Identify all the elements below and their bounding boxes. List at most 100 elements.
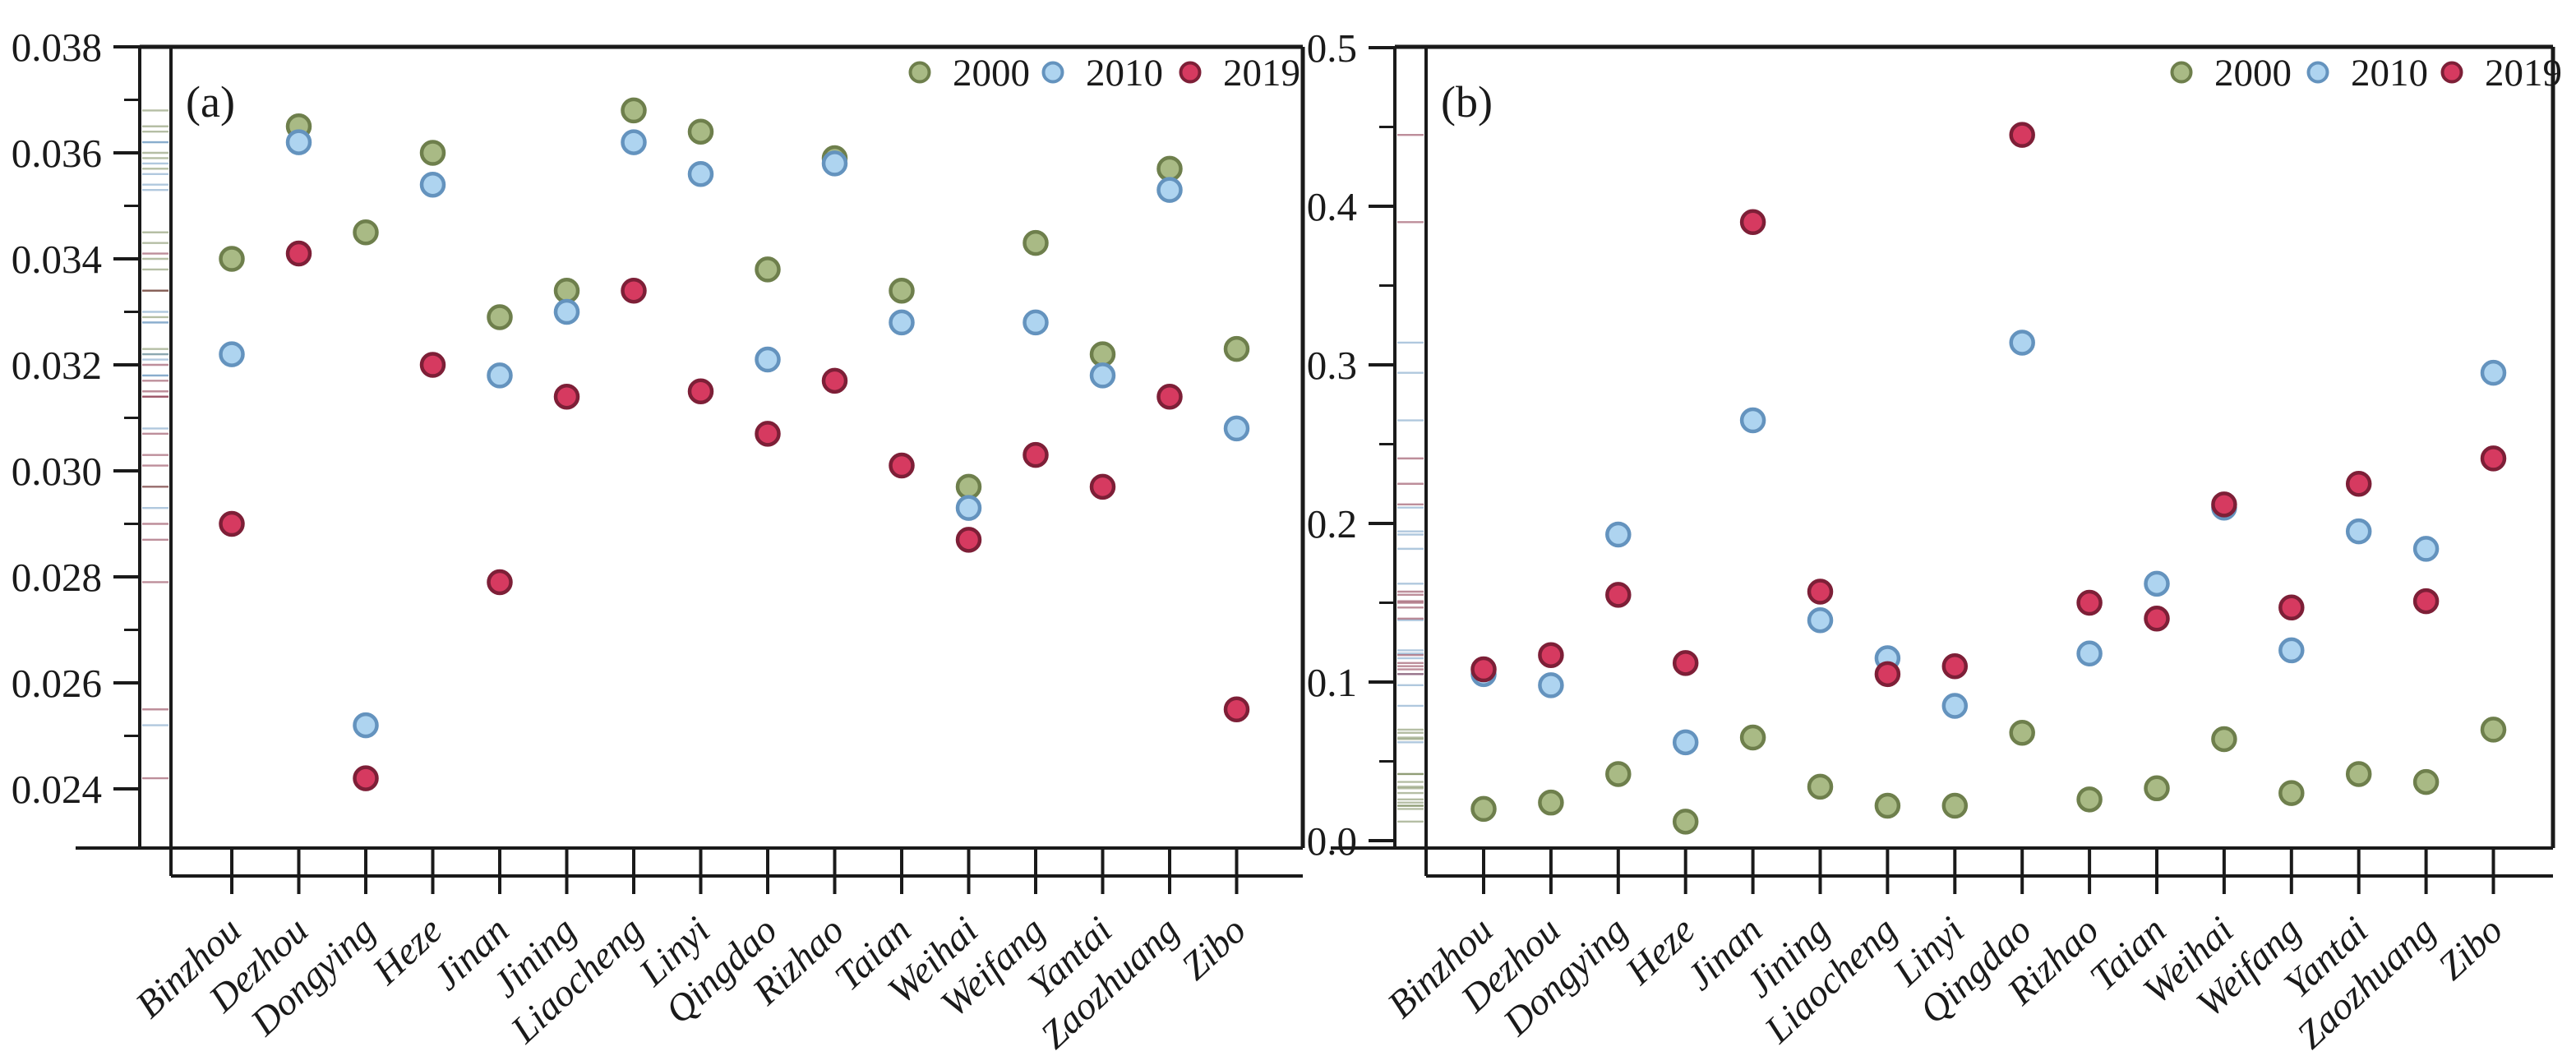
y-tick-label: 0.2 (1307, 501, 1357, 546)
data-point-zibo-2010 (1223, 415, 1250, 442)
data-point-binzhou-2010 (219, 341, 245, 367)
data-point-weihai-2019 (955, 527, 982, 553)
data-point-jinan-2010 (487, 362, 513, 389)
data-point-weihai-2000 (955, 473, 982, 500)
y-tick-label: 0.038 (12, 25, 102, 70)
data-point-zaozhuang-2019 (2412, 588, 2440, 615)
data-point-weihai-2010 (955, 495, 982, 521)
y-tick-label: 0.030 (12, 449, 102, 494)
data-point-weifang-2010 (1023, 309, 1049, 336)
x-tick-label-zibo: Zibo (1173, 909, 1254, 989)
data-point-rizhao-2019 (821, 367, 848, 394)
data-point-dezhou-2019 (285, 240, 312, 267)
legend-marker-2000 (908, 61, 931, 84)
data-point-yantai-2019 (1089, 473, 1116, 500)
y-tick-label: 0.5 (1307, 25, 1357, 71)
data-point-linyi-2019 (687, 378, 714, 404)
data-point-liaocheng-2010 (621, 129, 647, 155)
data-point-jining-2010 (1807, 606, 1834, 634)
data-point-liaocheng-2019 (621, 277, 647, 304)
data-point-zibo-2000 (1223, 335, 1250, 362)
data-point-heze-2010 (1672, 729, 1699, 756)
data-point-rizhao-2019 (2076, 589, 2103, 616)
data-point-jining-2019 (553, 383, 580, 410)
data-point-weifang-2019 (2278, 594, 2305, 621)
legend-marker-2010 (2306, 61, 2329, 84)
data-point-zibo-2019 (1223, 696, 1250, 722)
data-point-qingdao-2000 (2009, 720, 2035, 746)
data-point-taian-2000 (889, 277, 915, 304)
data-point-yantai-2000 (2345, 761, 2372, 787)
data-point-taian-2010 (889, 309, 915, 336)
y-tick-label: 0.034 (12, 237, 102, 282)
data-point-rizhao-2000 (2076, 786, 2103, 813)
legend-label-2000: 2000 (953, 52, 1030, 94)
data-point-taian-2019 (889, 452, 915, 479)
y-tick-label: 0.036 (12, 131, 102, 176)
data-point-heze-2000 (419, 140, 446, 166)
data-point-jining-2000 (1807, 773, 1834, 800)
data-point-dezhou-2010 (1538, 672, 1564, 698)
data-point-binzhou-2000 (1470, 795, 1497, 823)
data-point-heze-2019 (419, 352, 446, 378)
legend-marker-2000 (2170, 61, 2193, 84)
data-point-linyi-2019 (1941, 652, 1969, 680)
data-point-linyi-2000 (687, 118, 714, 145)
panel-a: 0.024 0.026 0.028 0.030 0.032 0.034 0.036 0.038… (12, 25, 1305, 1051)
data-point-taian-2010 (2144, 570, 2170, 597)
legend-marker-2010 (1041, 61, 1064, 84)
data-point-dongying-2010 (353, 712, 379, 739)
data-point-zaozhuang-2010 (2412, 536, 2440, 562)
y-tick-label: 0.0 (1307, 818, 1357, 864)
y-tick-label: 0.026 (12, 661, 102, 706)
data-point-yantai-2010 (2345, 518, 2372, 545)
data-point-yantai-2010 (1089, 362, 1116, 389)
data-point-heze-2000 (1672, 809, 1699, 835)
y-tick-label: 0.4 (1307, 184, 1357, 229)
legend-marker-2019 (1179, 61, 1202, 84)
data-point-dezhou-2019 (1538, 642, 1564, 668)
data-point-linyi-2000 (1941, 792, 1969, 819)
data-point-zibo-2019 (2480, 445, 2507, 472)
legend-marker-2019 (2440, 61, 2463, 84)
data-point-dongying-2019 (353, 765, 379, 791)
data-point-dongying-2000 (1605, 761, 1632, 787)
data-point-liaocheng-2000 (621, 97, 647, 124)
legend-label-2019: 2019 (1223, 52, 1300, 94)
data-point-weifang-2019 (1023, 441, 1049, 468)
data-point-jining-2019 (1807, 579, 1834, 605)
data-point-linyi-2010 (1941, 693, 1969, 719)
data-point-weihai-2000 (2211, 726, 2237, 753)
data-point-zaozhuang-2000 (1156, 155, 1183, 182)
data-point-rizhao-2010 (821, 150, 848, 177)
data-point-qingdao-2019 (755, 421, 781, 447)
data-point-qingdao-2019 (2009, 122, 2035, 148)
data-point-qingdao-2000 (755, 256, 781, 283)
panel-letter: (a) (186, 77, 235, 127)
data-point-dongying-2000 (353, 219, 379, 246)
data-point-weifang-2000 (2278, 780, 2305, 806)
data-point-binzhou-2019 (1470, 656, 1497, 683)
legend-label-2019: 2019 (2485, 52, 2562, 94)
panel-b: 0.00.10.20.30.40.5BinzhouDezhouDongyingH… (1307, 25, 2562, 1051)
legend-label-2010: 2010 (2351, 52, 2428, 94)
data-point-zibo-2010 (2480, 359, 2507, 386)
data-point-zaozhuang-2019 (1156, 383, 1183, 410)
data-point-jinan-2019 (487, 569, 513, 596)
data-point-heze-2010 (419, 171, 446, 198)
data-point-heze-2019 (1672, 650, 1699, 676)
data-point-zaozhuang-2000 (2412, 768, 2440, 795)
data-point-yantai-2019 (2345, 471, 2372, 497)
data-point-weifang-2010 (2278, 637, 2305, 664)
data-point-dongying-2019 (1605, 582, 1632, 608)
y-tick-label: 0.024 (12, 767, 102, 812)
data-point-taian-2019 (2144, 606, 2170, 632)
data-point-weihai-2019 (2211, 491, 2237, 518)
legend-label-2000: 2000 (2214, 52, 2292, 94)
legend-label-2010: 2010 (1086, 52, 1163, 94)
data-point-zaozhuang-2010 (1156, 177, 1183, 203)
data-point-zibo-2000 (2480, 717, 2507, 743)
data-point-jinan-2000 (1739, 724, 1766, 751)
